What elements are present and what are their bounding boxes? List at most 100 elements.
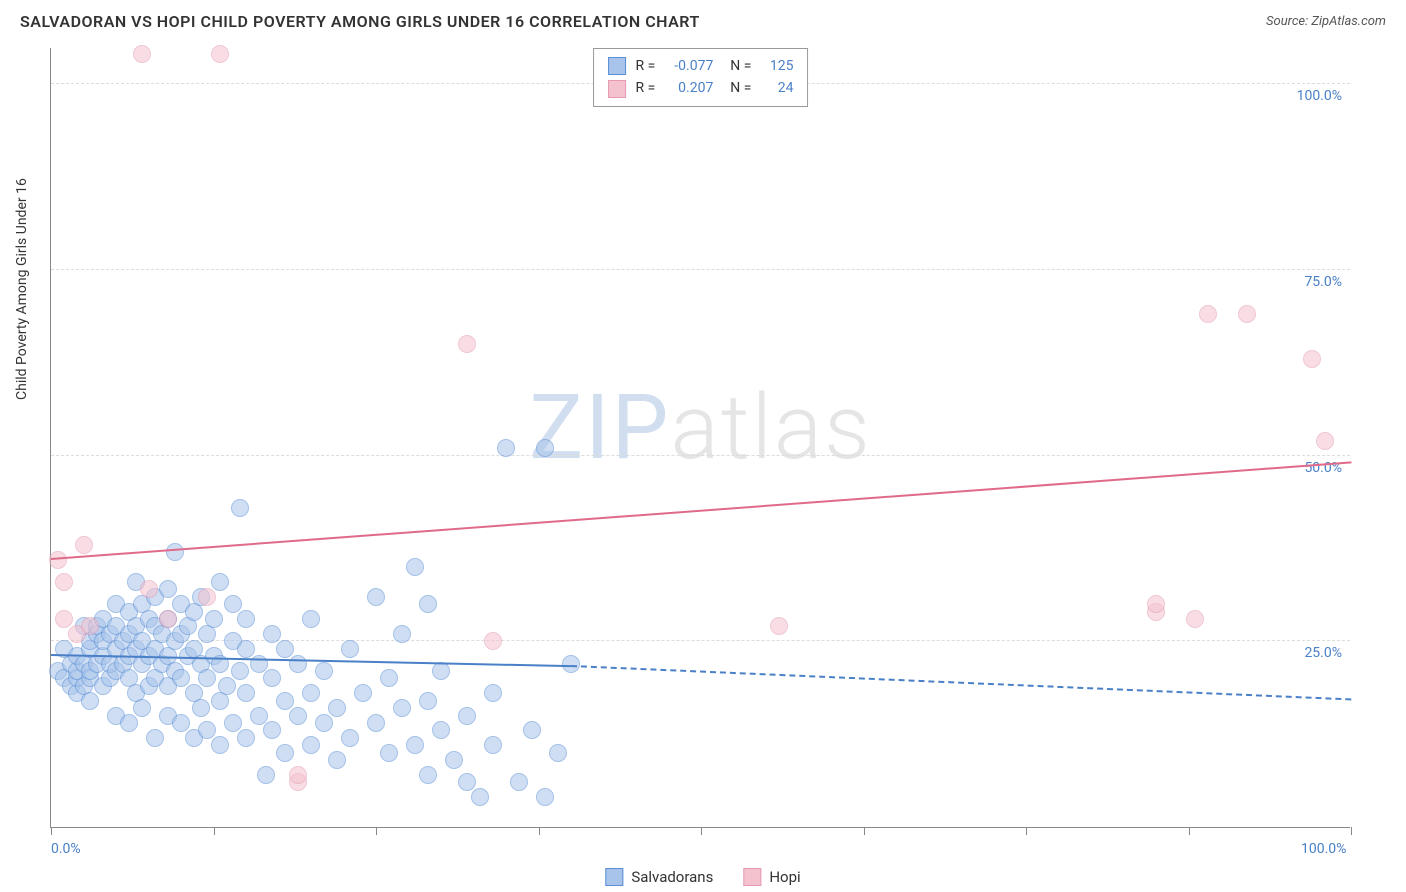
data-point <box>263 721 281 739</box>
data-point <box>146 729 164 747</box>
data-point <box>1303 350 1321 368</box>
data-point <box>192 699 210 717</box>
legend-n-value: 125 <box>761 55 793 77</box>
x-tick-label: 100.0% <box>1301 841 1346 857</box>
data-point <box>536 788 554 806</box>
legend-item: Salvadorans <box>605 868 713 886</box>
y-tick-label: 25.0% <box>1304 645 1342 661</box>
data-point <box>458 773 476 791</box>
data-point <box>250 707 268 725</box>
data-point <box>231 662 249 680</box>
data-point <box>1147 595 1165 613</box>
data-point <box>445 751 463 769</box>
data-point <box>263 625 281 643</box>
data-point <box>471 788 489 806</box>
source-label: Source: ZipAtlas.com <box>1266 14 1386 29</box>
data-point <box>419 692 437 710</box>
data-point <box>380 744 398 762</box>
data-point <box>81 617 99 635</box>
data-point <box>328 751 346 769</box>
data-point <box>1199 305 1217 323</box>
data-point <box>549 744 567 762</box>
data-point <box>172 669 190 687</box>
data-point <box>224 595 242 613</box>
data-point <box>276 640 294 658</box>
data-point <box>231 499 249 517</box>
data-point <box>159 610 177 628</box>
data-point <box>198 669 216 687</box>
data-point <box>510 773 528 791</box>
data-point <box>770 617 788 635</box>
data-point <box>484 736 502 754</box>
gridline <box>51 455 1350 456</box>
data-point <box>432 721 450 739</box>
data-point <box>393 625 411 643</box>
x-tick <box>376 827 377 835</box>
data-point <box>302 736 320 754</box>
data-point <box>140 580 158 598</box>
data-point <box>341 640 359 658</box>
series-legend: Salvadorans Hopi <box>605 868 800 886</box>
data-point <box>354 684 372 702</box>
data-point <box>224 714 242 732</box>
legend-n-label: N = <box>723 55 751 77</box>
x-tick <box>1351 827 1352 835</box>
data-point <box>159 580 177 598</box>
data-point <box>1186 610 1204 628</box>
data-point <box>328 699 346 717</box>
legend-row: R = -0.077 N = 125 <box>608 55 794 77</box>
legend-swatch <box>608 80 626 98</box>
watermark: ZIPatlas <box>529 375 871 480</box>
data-point <box>81 692 99 710</box>
legend-label: Salvadorans <box>631 868 713 886</box>
y-tick-label: 100.0% <box>1297 88 1342 104</box>
data-point <box>341 729 359 747</box>
legend-r-value: 0.207 <box>665 77 713 99</box>
data-point <box>211 45 229 63</box>
data-point <box>133 45 151 63</box>
data-point <box>315 714 333 732</box>
x-tick <box>51 827 52 835</box>
data-point <box>257 766 275 784</box>
legend-n-label: N = <box>723 77 751 99</box>
data-point <box>263 669 281 687</box>
data-point <box>289 707 307 725</box>
y-axis-label: Child Poverty Among Girls Under 16 <box>14 178 30 400</box>
data-point <box>276 692 294 710</box>
data-point <box>484 632 502 650</box>
legend-label: Hopi <box>769 868 800 886</box>
data-point <box>166 543 184 561</box>
data-point <box>367 714 385 732</box>
data-point <box>302 684 320 702</box>
data-point <box>237 684 255 702</box>
data-point <box>289 655 307 673</box>
data-point <box>367 588 385 606</box>
x-tick <box>214 827 215 835</box>
data-point <box>211 736 229 754</box>
correlation-legend: R = -0.077 N = 125R = 0.207 N = 24 <box>593 48 809 107</box>
legend-swatch <box>605 868 623 886</box>
data-point <box>1316 432 1334 450</box>
data-point <box>75 536 93 554</box>
chart-title: SALVADORAN VS HOPI CHILD POVERTY AMONG G… <box>20 12 700 31</box>
data-point <box>523 721 541 739</box>
data-point <box>250 655 268 673</box>
data-point <box>172 714 190 732</box>
legend-swatch <box>743 868 761 886</box>
x-tick-label: 0.0% <box>51 841 81 857</box>
data-point <box>562 655 580 673</box>
data-point <box>406 558 424 576</box>
legend-swatch <box>608 57 626 75</box>
data-point <box>198 721 216 739</box>
trend-line <box>571 665 1351 700</box>
data-point <box>237 610 255 628</box>
data-point <box>211 573 229 591</box>
data-point <box>276 744 294 762</box>
data-point <box>55 610 73 628</box>
data-point <box>315 662 333 680</box>
data-point <box>497 439 515 457</box>
data-point <box>302 610 320 628</box>
legend-row: R = 0.207 N = 24 <box>608 77 794 99</box>
legend-r-label: R = <box>636 77 656 99</box>
x-tick <box>1026 827 1027 835</box>
